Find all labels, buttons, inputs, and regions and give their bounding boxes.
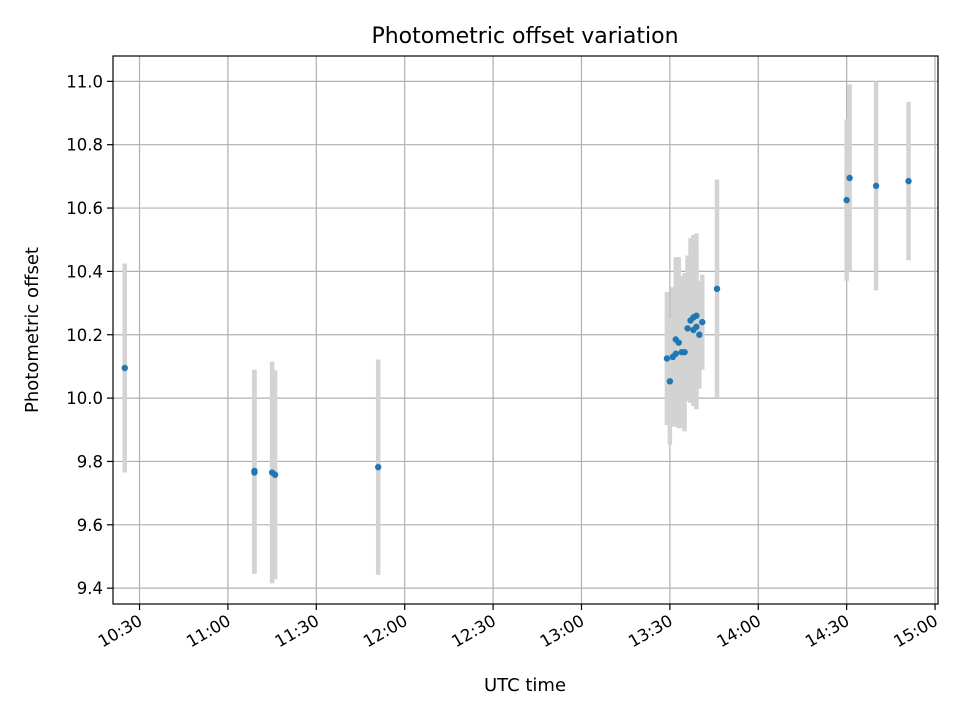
data-point — [666, 378, 674, 385]
y-axis: 9.4 9.6 9.8 10.0 10.2 10.4 10.6 10.8 11.0 — [66, 72, 113, 598]
data-point — [693, 312, 700, 319]
data-point — [672, 350, 679, 357]
data-point — [663, 355, 671, 362]
x-axis-label: UTC time — [484, 675, 566, 696]
y-tick-label: 10.8 — [66, 136, 103, 155]
data-point — [696, 331, 703, 338]
data-point — [121, 364, 128, 372]
chart-title: Photometric offset variation — [371, 24, 678, 49]
y-tick-label: 10.0 — [66, 389, 103, 408]
y-tick-label: 11.0 — [66, 72, 103, 91]
data-point — [693, 323, 700, 331]
y-tick-label: 10.6 — [66, 199, 103, 218]
y-axis-label: Photometric offset — [22, 247, 43, 413]
y-tick-label: 9.8 — [77, 452, 103, 471]
data-point — [374, 463, 382, 471]
y-tick-label: 9.6 — [77, 516, 103, 535]
data-point — [699, 318, 706, 326]
data-points — [121, 174, 912, 478]
data-point — [905, 177, 912, 185]
data-point — [675, 339, 682, 346]
data-point — [872, 182, 880, 190]
y-tick-label: 10.2 — [66, 326, 103, 345]
grid — [113, 56, 938, 604]
data-point — [271, 471, 279, 478]
plot-frame — [112, 55, 939, 605]
y-tick-label: 10.4 — [66, 262, 103, 281]
data-point — [846, 174, 853, 182]
data-point — [251, 469, 258, 476]
data-point — [684, 325, 691, 332]
data-point — [843, 196, 850, 204]
data-point — [681, 348, 688, 356]
data-point — [713, 285, 721, 293]
y-tick-label: 9.4 — [77, 579, 103, 598]
